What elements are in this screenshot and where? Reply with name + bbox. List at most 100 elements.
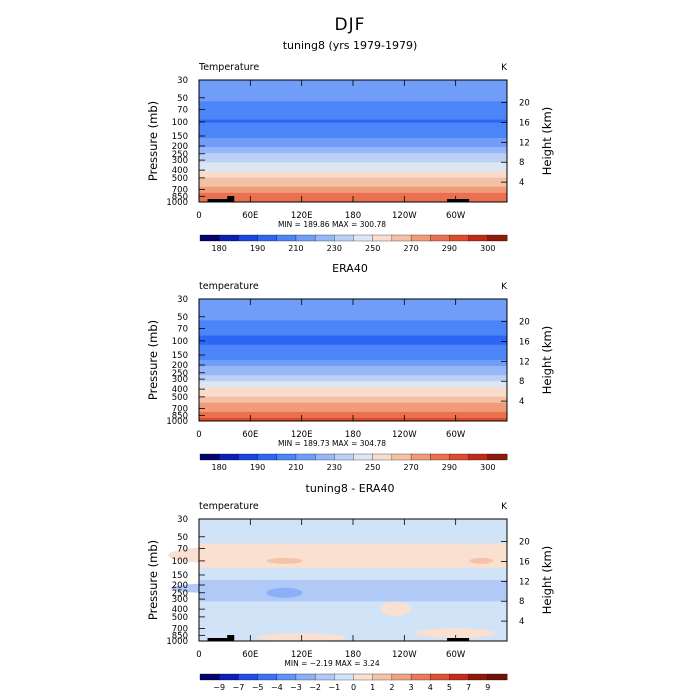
data-layer <box>199 308 507 312</box>
colorbar-label: 1 <box>370 683 375 692</box>
data-layer <box>199 399 507 404</box>
colorbar-cell <box>314 453 335 461</box>
x-tick-label: 120W <box>392 430 417 440</box>
colorbar-cell <box>391 673 412 681</box>
x-tick-label: 60W <box>446 430 466 440</box>
data-layer <box>199 92 507 96</box>
colorbar-label: −3 <box>290 683 302 692</box>
y-tick-label: 50 <box>177 533 188 543</box>
data-layer <box>199 387 507 391</box>
colorbar-cell <box>314 234 335 242</box>
data-layer <box>199 363 507 367</box>
data-layer <box>199 625 507 630</box>
colorbar-label: 9 <box>485 683 490 692</box>
colorbar-cell <box>238 453 259 461</box>
colorbar: −9 −7 −5 −4 −3 −2 −1 0 1 2 3 4 5 7 9 <box>199 673 508 692</box>
panel-title: tuning8 - ERA40 <box>306 482 395 495</box>
colorbar-cell <box>487 234 508 242</box>
colorbar-cell <box>276 673 297 681</box>
data-layer <box>199 347 507 352</box>
data-layer <box>199 583 507 587</box>
y-tick-label: 100 <box>172 337 188 347</box>
colorbar-label: 300 <box>480 244 495 253</box>
units-label: K <box>501 282 508 292</box>
data-layer <box>199 326 507 330</box>
x-tick-label: 120W <box>392 650 417 660</box>
data-layer <box>199 570 507 575</box>
x-tick-label: 0 <box>196 211 201 221</box>
data-layer <box>199 393 507 397</box>
y-tick-label: 70 <box>177 544 188 554</box>
colorbar-label: 270 <box>403 463 418 472</box>
colorbar-cell <box>468 673 489 681</box>
topography-mask <box>207 199 234 202</box>
colorbar-label: 300 <box>480 463 495 472</box>
colorbar-label: 250 <box>365 463 380 472</box>
anomaly-patch <box>469 557 494 564</box>
data-layer <box>199 369 507 373</box>
topography-mask <box>227 196 235 202</box>
colorbar-cell <box>487 453 508 461</box>
colorbar-cell <box>449 234 470 242</box>
y-tick-label: 300 <box>172 595 188 605</box>
anomaly-patch <box>241 550 362 569</box>
y2-tick-label: 4 <box>519 397 524 407</box>
data-layer <box>199 159 507 163</box>
data-layer <box>199 528 507 532</box>
colorbar-cell <box>334 234 354 242</box>
colorbar-cell <box>199 673 220 681</box>
colorbar-label: 2 <box>389 683 394 692</box>
anomaly-patch <box>410 545 501 562</box>
colorbar-cell <box>238 234 259 242</box>
data-layer <box>199 134 507 139</box>
data-layer <box>199 546 507 550</box>
data-layer <box>199 192 507 197</box>
y-tick-label: 250 <box>172 369 188 379</box>
y-tick-label: 50 <box>177 94 188 104</box>
colorbar-cell <box>391 453 412 461</box>
x-tick-label: 120E <box>291 430 313 440</box>
stats-label: MIN = 189.86 MAX = 300.78 <box>278 220 386 229</box>
data-layer <box>199 150 507 154</box>
x-tick-label: 120W <box>392 211 417 221</box>
colorbar-label: −7 <box>233 683 245 692</box>
colorbar-label: 5 <box>447 683 452 692</box>
colorbar-label: −1 <box>328 683 340 692</box>
x-tick-label: 60W <box>446 211 466 221</box>
y-tick-label: 300 <box>172 375 188 385</box>
y-tick-label: 300 <box>172 156 188 166</box>
colorbar-cell <box>219 234 239 242</box>
data-layer <box>199 168 507 172</box>
data-layer <box>199 141 507 145</box>
anomaly-patch <box>168 547 265 564</box>
anomaly-patch <box>415 628 496 639</box>
x-tick-label: 180 <box>345 650 361 660</box>
data-layer <box>199 372 507 376</box>
y-tick-label: 150 <box>172 571 188 581</box>
y2-tick-label: 12 <box>519 357 530 367</box>
colorbar-label: 230 <box>327 244 342 253</box>
data-layer <box>199 171 507 175</box>
data-layer <box>199 525 507 529</box>
data-layer <box>199 323 507 327</box>
data-layer <box>199 104 507 108</box>
data-layer <box>199 381 507 385</box>
data-layer <box>199 162 507 166</box>
colorbar-cell <box>410 234 431 242</box>
colorbar-cell <box>487 673 508 681</box>
colorbar-cell <box>372 673 393 681</box>
y-tick-label: 200 <box>172 142 188 152</box>
y-tick-label: 250 <box>172 589 188 599</box>
data-layer <box>199 180 507 185</box>
colorbar-cell <box>334 673 354 681</box>
y2-tick-label: 20 <box>519 318 530 328</box>
y-tick-label: 500 <box>172 613 188 623</box>
data-layer <box>199 619 507 624</box>
data-layer <box>199 165 507 169</box>
y2-tick-label: 8 <box>519 377 524 387</box>
data-layer <box>199 628 507 633</box>
colorbar-label: 290 <box>442 244 457 253</box>
x-tick-label: 60W <box>446 650 466 660</box>
anomaly-patch <box>425 586 486 599</box>
panel-title: ERA40 <box>332 262 368 275</box>
